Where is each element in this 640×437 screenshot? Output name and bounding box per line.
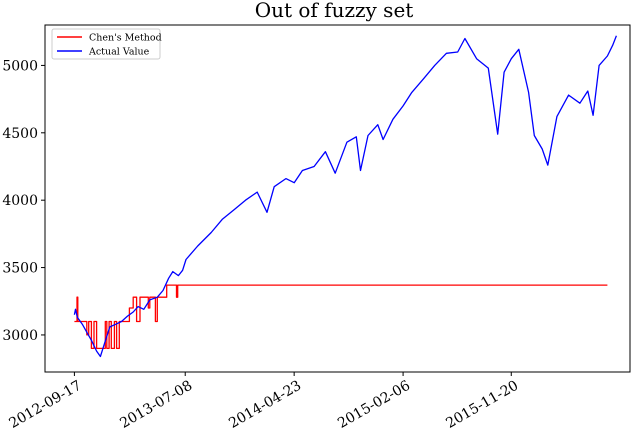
x-tick-label: 2015-02-06 bbox=[335, 378, 413, 432]
legend-label-actual-value: Actual Value bbox=[88, 47, 150, 58]
x-tick-label: 2012-09-17 bbox=[6, 378, 84, 432]
y-tick-label: 3500 bbox=[2, 261, 38, 277]
y-tick-label: 4000 bbox=[2, 193, 38, 209]
series-line-actual-value bbox=[73, 35, 618, 358]
chart-series-layer bbox=[73, 35, 618, 358]
x-axis: 2012-09-17 2013-07-08 2014-04-23 2015-02-06… bbox=[6, 372, 521, 432]
series-line-chen-s-method bbox=[74, 284, 608, 350]
plot-area-frame bbox=[44, 24, 631, 373]
legend-label-chens-method: Chen's Method bbox=[89, 33, 162, 44]
y-axis: 3000 3500 4000 4500 5000 bbox=[2, 58, 45, 344]
y-tick-label: 4500 bbox=[2, 126, 38, 142]
x-tick-label: 2014-04-23 bbox=[226, 378, 304, 432]
x-tick-label: 2015-11-20 bbox=[443, 378, 521, 432]
x-tick-label: 2013-07-08 bbox=[117, 378, 195, 432]
chart-legend: Chen's Method Actual Value bbox=[51, 28, 162, 60]
y-tick-label: 3000 bbox=[2, 328, 38, 344]
y-tick-label: 5000 bbox=[2, 58, 38, 74]
chart-title: Out of fuzzy set bbox=[255, 0, 414, 22]
